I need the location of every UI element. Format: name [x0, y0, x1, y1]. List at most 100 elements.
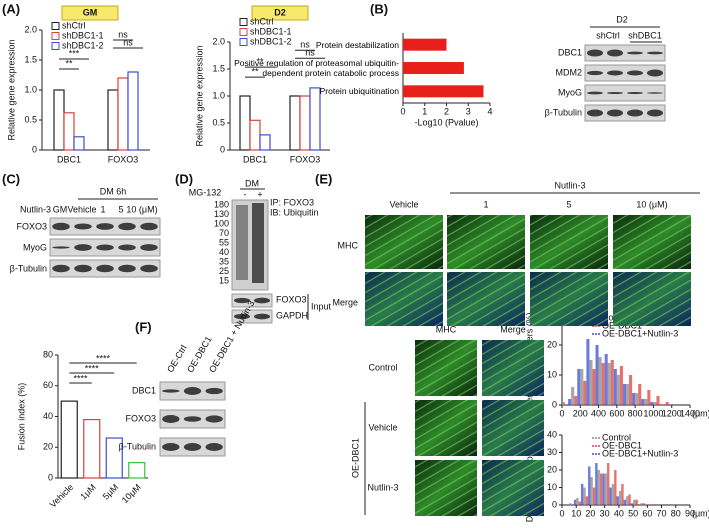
label: 10 (μM) — [126, 204, 157, 214]
fibers — [365, 215, 443, 269]
blot-band — [162, 389, 180, 393]
histogram-bar — [577, 369, 581, 405]
label: MDM2 — [556, 67, 583, 77]
sig-label: ** — [251, 66, 259, 76]
blot-band — [140, 244, 158, 251]
category-label-box: Protein destabilization — [316, 40, 399, 50]
y-tick-label: 60 — [43, 380, 53, 390]
y-tick-label: 20 — [547, 464, 557, 474]
blot-band — [96, 264, 114, 273]
x-tick-label: 50 — [628, 508, 638, 518]
legend-label: OE-DBC1 — [602, 440, 642, 450]
y-tick-label: Positive regulation of proteasomal ubiqu… — [234, 58, 399, 78]
sig-label: ns — [123, 37, 133, 47]
fibers — [447, 215, 525, 269]
sig-label: *** — [69, 48, 80, 58]
y-tick-label: 1.0 — [212, 90, 225, 100]
label: DBC1 — [132, 385, 156, 395]
blot-band — [647, 92, 663, 94]
label: β-Tubulin — [545, 107, 582, 117]
x-tick-label: 30 — [600, 508, 610, 518]
sig-label: ** — [65, 58, 73, 68]
y-tick-label: 2.0 — [212, 36, 225, 46]
label: + — [257, 189, 262, 199]
histogram-bar — [656, 396, 660, 405]
y-axis-label: Relative gene expression — [6, 39, 16, 140]
y-tick-label: 20 — [547, 339, 557, 349]
histogram-bar — [644, 399, 648, 405]
x-tick-label: FOXO3 — [290, 154, 321, 164]
label: shCtrl — [596, 30, 620, 40]
fibers — [365, 272, 443, 326]
y-tick-label: Protein ubiquitination — [319, 86, 399, 97]
bar — [127, 71, 139, 151]
panel-label: (A) — [2, 1, 20, 16]
histogram-bar — [595, 463, 598, 505]
panel-label: (D) — [175, 171, 193, 186]
blot-band — [183, 416, 202, 422]
histogram-bar — [609, 487, 612, 505]
legend-swatch — [239, 18, 248, 26]
label: 180 — [214, 199, 229, 209]
label: 1 — [100, 204, 105, 214]
legend-label: Control — [602, 432, 631, 442]
blot-band — [647, 51, 663, 55]
histogram-bar — [616, 375, 620, 405]
blot-band — [587, 70, 603, 76]
bar — [107, 89, 119, 151]
histogram-bar — [568, 399, 572, 405]
blot-band — [74, 244, 92, 251]
fibers — [482, 340, 544, 396]
label: 70 — [219, 228, 229, 238]
histogram-bar — [595, 345, 599, 405]
label: Merge — [332, 297, 358, 307]
label: GM — [53, 204, 68, 214]
x-tick-label: 60 — [642, 508, 652, 518]
category-label-box: Positive regulation of proteasomal ubiqu… — [234, 58, 399, 78]
label: - — [244, 189, 247, 199]
y-tick-label: 0.5 — [212, 117, 225, 127]
histogram-bar — [647, 390, 651, 405]
histogram-bar — [650, 402, 654, 405]
label: 55 — [219, 237, 229, 247]
blot-band — [140, 264, 158, 273]
bar — [239, 95, 251, 151]
label: 1 — [483, 199, 488, 209]
x-tick-label: 200 — [573, 408, 588, 418]
x-tick-label: 0 — [559, 508, 564, 518]
x-tick-label: 800 — [628, 408, 643, 418]
histogram-bar — [665, 402, 669, 405]
x-tick-label: 5μM — [101, 482, 121, 502]
x-tick-label: 2 — [444, 106, 449, 116]
y-tick-label: 1.0 — [24, 84, 37, 94]
sig-label: **** — [85, 363, 100, 373]
fibers — [613, 215, 691, 269]
x-tick-label: 0 — [559, 408, 564, 418]
blot-band — [96, 244, 114, 251]
histogram-bar — [616, 496, 619, 505]
blot-band — [587, 49, 603, 57]
label: β-Tubulin — [119, 441, 156, 451]
histogram-bar — [604, 473, 608, 505]
label: DM — [245, 178, 259, 188]
blot-band — [74, 264, 92, 273]
blot — [231, 309, 273, 324]
histogram-bar — [590, 477, 593, 505]
histogram-bar — [607, 363, 611, 405]
histogram-bar — [598, 357, 602, 405]
blot-band — [587, 109, 603, 117]
fibers — [415, 400, 477, 456]
y-tick-label: 10 — [547, 482, 557, 492]
histogram-bar — [574, 396, 578, 405]
bar — [403, 62, 464, 74]
y-tick-label: 0 — [552, 399, 557, 409]
histogram-bar — [592, 369, 596, 405]
label: Nutlin-3 — [20, 204, 51, 214]
blot-band — [205, 387, 223, 395]
x-tick-label: 1200 — [662, 408, 682, 418]
x-tick-label: Vehicle — [48, 482, 76, 510]
histogram-bar — [576, 498, 579, 505]
blot-band — [627, 109, 643, 117]
histogram-bar — [619, 366, 623, 405]
histogram-bar — [642, 503, 645, 505]
